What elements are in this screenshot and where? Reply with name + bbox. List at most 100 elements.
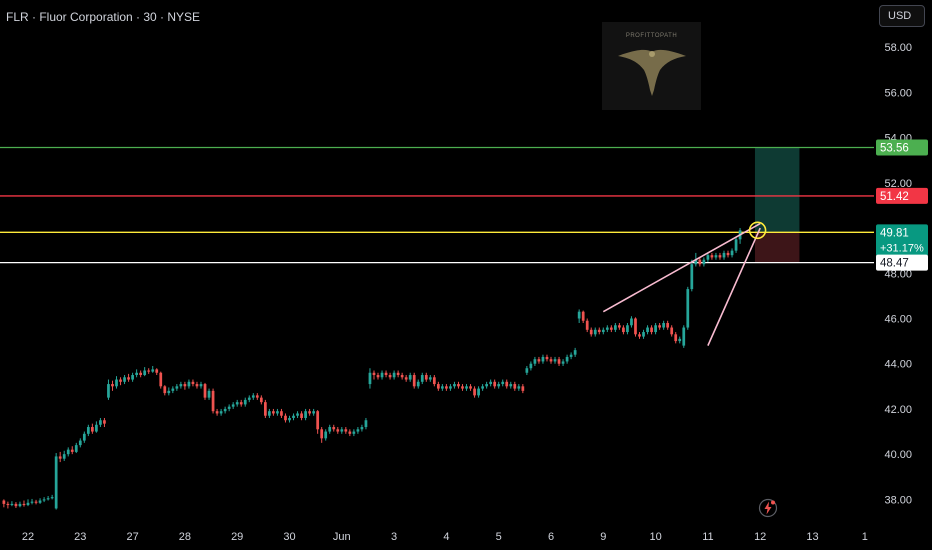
candle — [545, 354, 549, 362]
candle — [654, 323, 657, 335]
candle — [412, 372, 416, 389]
candle — [428, 375, 432, 382]
candle-body — [694, 259, 698, 265]
candle — [493, 379, 497, 389]
candle-body — [328, 427, 332, 432]
candle — [650, 325, 653, 335]
candle-body — [718, 255, 722, 258]
candle-body — [457, 384, 460, 387]
candle — [78, 438, 82, 448]
candle-body — [670, 327, 674, 335]
horizontal-levels[interactable] — [0, 146, 874, 264]
candle-body — [199, 384, 203, 387]
candle-body — [46, 498, 50, 500]
candle — [288, 415, 291, 423]
candle-body — [215, 411, 219, 414]
price-label-value: 53.56 — [880, 143, 909, 155]
candle — [304, 408, 307, 421]
candle — [179, 381, 183, 389]
candle — [505, 379, 509, 389]
long-position-tool[interactable] — [754, 147, 800, 263]
price-axis[interactable]: 38.0040.0042.0044.0046.0048.0050.0052.00… — [876, 0, 932, 550]
candle — [147, 368, 151, 374]
candle-body — [272, 411, 275, 414]
price-label-value: 51.42 — [880, 191, 909, 203]
candle — [119, 377, 122, 386]
candle — [227, 404, 231, 412]
candle — [678, 336, 682, 344]
symbol-title[interactable]: FLR · Fluor Corporation · 30 · NYSE — [6, 10, 201, 24]
candle — [356, 427, 360, 434]
candle — [235, 399, 239, 407]
candle — [581, 310, 585, 324]
candle-body — [231, 404, 235, 407]
price-tick-label: 42.00 — [884, 404, 912, 416]
candle — [66, 447, 70, 457]
candle — [135, 369, 138, 378]
candle-body — [78, 440, 82, 446]
candle — [622, 325, 625, 335]
candle-body — [650, 327, 653, 333]
price-tick-label: 38.00 — [884, 494, 912, 506]
candle-body — [445, 386, 448, 389]
candle — [686, 286, 690, 330]
lightning-alert-icon[interactable] — [758, 498, 778, 518]
candle — [714, 252, 718, 260]
candle-body — [70, 449, 74, 452]
candle — [517, 384, 521, 391]
candle-body — [380, 372, 384, 378]
candle — [42, 497, 46, 503]
wedge-upper-line[interactable] — [602, 222, 761, 313]
candle — [549, 356, 553, 364]
candle-body — [473, 388, 476, 396]
candle-body — [304, 411, 307, 418]
price-label-change: +31.17% — [880, 242, 924, 254]
candle-body — [14, 503, 18, 507]
watermark-logo: PROFITTOPATH — [602, 22, 701, 110]
candle — [465, 384, 468, 391]
candle — [175, 384, 179, 391]
candle — [340, 427, 344, 434]
candle — [477, 386, 480, 398]
price-label-support: 48.47 — [876, 254, 928, 271]
candle — [453, 381, 456, 389]
candle-body — [62, 454, 66, 459]
candle — [259, 395, 263, 405]
candle-body — [702, 259, 706, 265]
eagle-logo-icon — [618, 49, 686, 96]
candle — [585, 318, 589, 333]
candle-body — [82, 433, 86, 441]
candle — [424, 372, 428, 382]
candle — [449, 384, 452, 391]
candle-body — [195, 384, 199, 387]
candle-body — [609, 327, 613, 330]
position-profit-zone[interactable] — [754, 147, 800, 233]
candle — [50, 494, 54, 500]
candle — [642, 329, 645, 339]
candle-body — [179, 384, 183, 387]
candle-body — [155, 369, 159, 373]
candle — [718, 252, 722, 260]
candle — [14, 502, 18, 508]
candle — [187, 379, 191, 389]
candle-body — [22, 503, 26, 506]
candle-body — [400, 375, 404, 378]
candle — [268, 408, 271, 418]
candle-body — [392, 372, 396, 378]
candle — [698, 257, 702, 267]
rising-wedge-drawing[interactable] — [602, 221, 767, 346]
candle — [151, 365, 155, 373]
candle-body — [66, 449, 70, 455]
candle-body — [698, 259, 702, 265]
candle-body — [211, 390, 215, 412]
currency-button[interactable]: USD — [879, 5, 925, 27]
candle — [589, 327, 593, 337]
candle-body — [626, 325, 629, 333]
candle — [336, 427, 340, 434]
candle-body — [497, 384, 501, 387]
wedge-lower-line[interactable] — [707, 227, 761, 346]
time-axis[interactable]: 22 23 27 28 29 30 Jun 3 4 5 6 9 10 11 12 13 1 — [22, 531, 868, 543]
highlight-circle[interactable] — [748, 221, 767, 240]
